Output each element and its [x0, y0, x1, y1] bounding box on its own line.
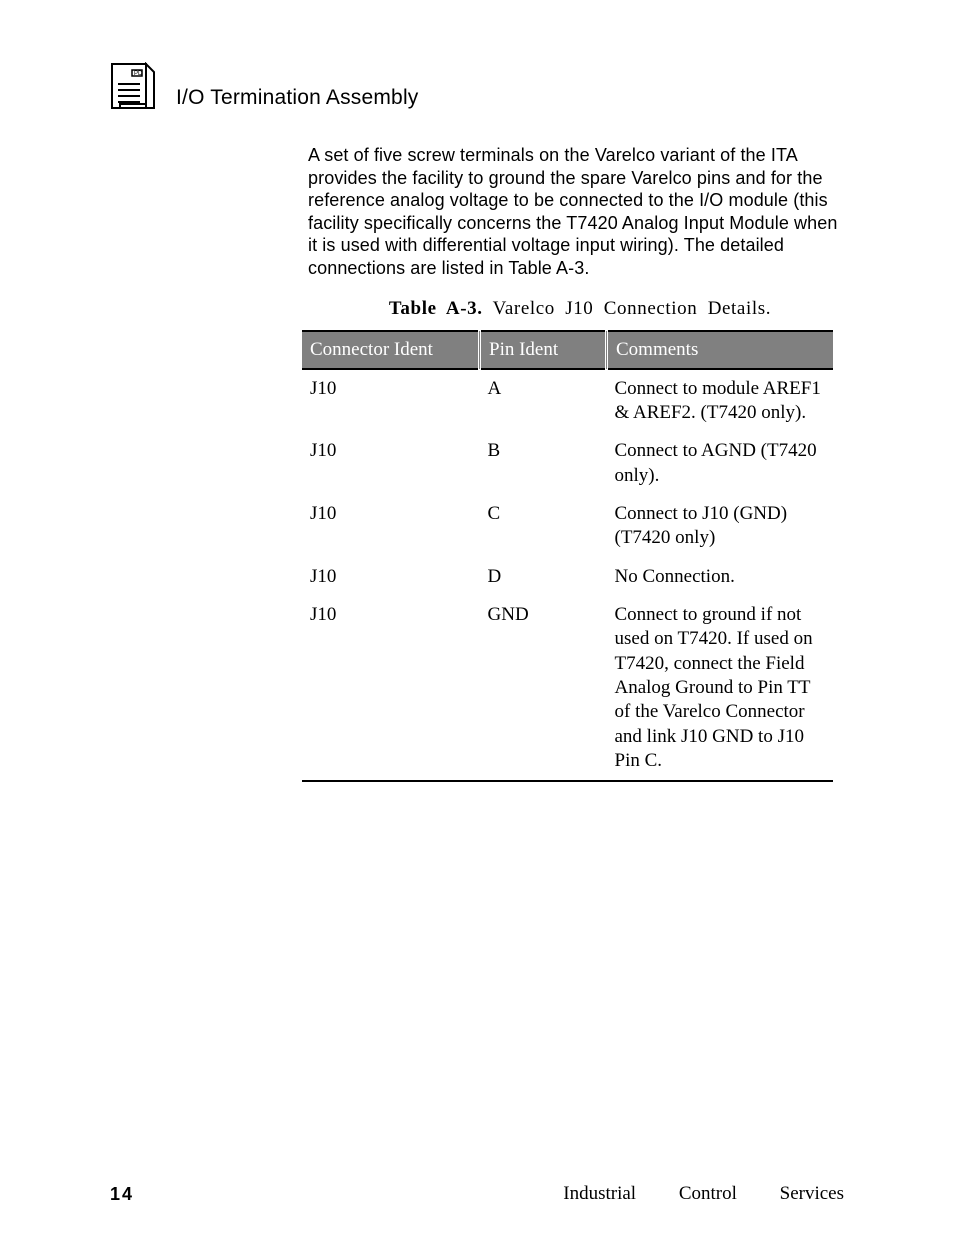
table-row: J10 D No Connection. — [302, 558, 833, 596]
footer-text: Industrial Control Services — [563, 1183, 844, 1205]
cell-comments: Connect to module AREF1 & AREF2. (T7420 … — [607, 369, 834, 433]
table-caption-label: Table A-3. — [389, 298, 483, 319]
data-table: Connector Ident Pin Ident Comments J10 A… — [302, 330, 833, 782]
cell-connector-ident: J10 — [302, 432, 480, 495]
cell-pin-ident: GND — [480, 596, 607, 781]
cell-comments: Connect to ground if not used on T7420. … — [607, 596, 834, 781]
table-row: J10 C Connect to J10 (GND) (T7420 only) — [302, 495, 833, 558]
cell-pin-ident: D — [480, 558, 607, 596]
col-header-comments: Comments — [607, 331, 834, 369]
cell-pin-ident: A — [480, 369, 607, 433]
svg-text:PD: PD — [134, 71, 143, 77]
cell-comments: No Connection. — [607, 558, 834, 596]
cell-pin-ident: B — [480, 432, 607, 495]
table-header-row: Connector Ident Pin Ident Comments — [302, 331, 833, 369]
header-row: PD I/O Termination Assembly — [110, 62, 419, 110]
cell-comments: Connect to J10 (GND) (T7420 only) — [607, 495, 834, 558]
connection-table: Connector Ident Pin Ident Comments J10 A… — [302, 330, 833, 782]
cell-connector-ident: J10 — [302, 369, 480, 433]
table-row: J10 GND Connect to ground if not used on… — [302, 596, 833, 781]
cell-connector-ident: J10 — [302, 495, 480, 558]
cell-connector-ident: J10 — [302, 596, 480, 781]
body-paragraph: A set of five screw terminals on the Var… — [308, 144, 846, 279]
cell-connector-ident: J10 — [302, 558, 480, 596]
page-number: 14 — [110, 1184, 134, 1205]
table-row: J10 A Connect to module AREF1 & AREF2. (… — [302, 369, 833, 433]
cell-comments: Connect to AGND (T7420 only). — [607, 432, 834, 495]
document-icon: PD — [110, 62, 158, 110]
col-header-pin-ident: Pin Ident — [480, 331, 607, 369]
table-row: J10 B Connect to AGND (T7420 only). — [302, 432, 833, 495]
table-caption: Table A-3. Varelco J10 Connection Detail… — [330, 298, 830, 320]
section-title: I/O Termination Assembly — [176, 86, 419, 110]
table-caption-title: Varelco J10 Connection Details. — [493, 298, 771, 319]
col-header-connector-ident: Connector Ident — [302, 331, 480, 369]
cell-pin-ident: C — [480, 495, 607, 558]
page: PD I/O Termination Assembly A set of fiv… — [0, 0, 954, 1235]
